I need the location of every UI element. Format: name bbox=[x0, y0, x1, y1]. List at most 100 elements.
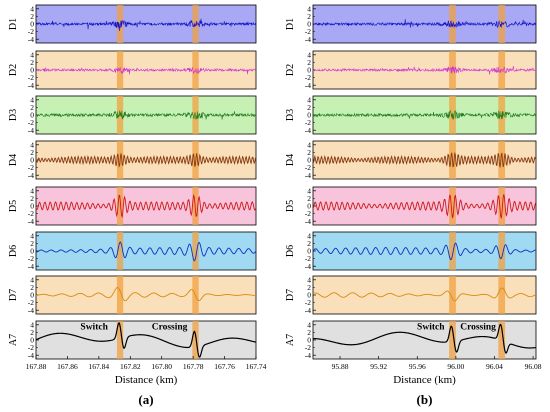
y-tick-label: -2 bbox=[305, 118, 311, 127]
row-d2-b: 4 0 -4-2 2 D2 bbox=[285, 50, 537, 90]
y-tick-label: 4 bbox=[307, 186, 311, 195]
y-tick-label: -4 bbox=[28, 126, 34, 135]
signal-line bbox=[35, 18, 257, 31]
annotation-switch: Switch bbox=[80, 323, 108, 333]
y-tick-label: 4 bbox=[307, 4, 311, 13]
signal-line bbox=[312, 66, 537, 75]
y-tick-label: -4 bbox=[305, 35, 311, 44]
x-tick-label: 167.80 bbox=[151, 362, 172, 371]
y-tick-label: -2 bbox=[28, 298, 34, 307]
highlight-band bbox=[192, 321, 199, 359]
y-tick-label: -4 bbox=[305, 81, 311, 90]
y-tick-label: -2 bbox=[305, 27, 311, 36]
y-tick-label: -4 bbox=[28, 351, 34, 360]
x-tick-label: 167.82 bbox=[120, 362, 141, 371]
y-tick-label: -4 bbox=[305, 126, 311, 135]
highlight-band bbox=[192, 232, 199, 270]
y-tick-label: 4 bbox=[307, 231, 311, 240]
y-tick-label: 4 bbox=[30, 320, 34, 329]
y-tick-label: 4 bbox=[307, 320, 311, 329]
y-tick-label: 0 bbox=[30, 291, 34, 300]
signal-line bbox=[312, 152, 537, 168]
x-tick-label: 96.08 bbox=[525, 362, 542, 371]
row-label: D4 bbox=[8, 154, 19, 166]
annotation-crossing: Crossing bbox=[460, 323, 496, 333]
plot-background bbox=[35, 320, 257, 360]
y-tick-label: -4 bbox=[305, 217, 311, 226]
x-tick-label: 167.76 bbox=[214, 362, 235, 371]
y-tick-label: 2 bbox=[307, 239, 311, 248]
y-tick-label: 2 bbox=[30, 58, 34, 67]
signal-line bbox=[35, 287, 257, 302]
y-tick-label: 2 bbox=[307, 194, 311, 203]
y-tick-label: 0 bbox=[307, 247, 311, 256]
y-tick-label: 2 bbox=[30, 148, 34, 157]
y-tick-label: 0 bbox=[30, 247, 34, 256]
signal-line bbox=[312, 19, 537, 29]
signal-line bbox=[312, 109, 537, 120]
signal-line bbox=[313, 323, 537, 354]
row-a7-a: 4 0 -4-2 2 A7 bbox=[8, 320, 257, 360]
panel-caption: (b) bbox=[417, 392, 433, 407]
row-d5-a: 4 0 -4-2 2 D5 bbox=[8, 186, 257, 226]
y-tick-label: -2 bbox=[305, 298, 311, 307]
y-tick-label: 2 bbox=[30, 283, 34, 292]
row-d3-a: 4 0 -4-2 2 D3 bbox=[8, 95, 257, 135]
highlight-band bbox=[192, 5, 199, 43]
panel-b: 40-4-22D140-4-22D240-4-22D340-4-22D440-4… bbox=[285, 4, 542, 407]
y-tick-label: -4 bbox=[28, 262, 34, 271]
signal-line bbox=[35, 193, 257, 219]
row-label: D1 bbox=[285, 18, 296, 30]
y-tick-label: 2 bbox=[307, 12, 311, 21]
x-tick-label: 96.04 bbox=[486, 362, 503, 371]
row-d3-b: 4 0 -4-2 2 D3 bbox=[285, 95, 537, 135]
y-tick-label: -2 bbox=[28, 254, 34, 263]
highlight-band bbox=[449, 51, 456, 89]
y-tick-label: -2 bbox=[305, 163, 311, 172]
x-tick-label: 167.74 bbox=[246, 362, 267, 371]
y-tick-label: 0 bbox=[307, 111, 311, 120]
y-tick-label: 0 bbox=[307, 336, 311, 345]
y-tick-label: 4 bbox=[30, 186, 34, 195]
y-tick-label: -2 bbox=[28, 343, 34, 352]
highlight-band bbox=[449, 5, 456, 43]
y-tick-label: 4 bbox=[30, 4, 34, 13]
y-tick-label: 2 bbox=[307, 103, 311, 112]
y-tick-label: 4 bbox=[307, 140, 311, 149]
x-tick-label: 167.78 bbox=[183, 362, 204, 371]
highlight-band bbox=[116, 187, 124, 225]
y-tick-label: 2 bbox=[30, 103, 34, 112]
highlight-band bbox=[116, 321, 124, 359]
y-tick-label: 2 bbox=[30, 239, 34, 248]
y-tick-label: 4 bbox=[30, 140, 34, 149]
highlight-band bbox=[498, 321, 506, 359]
signal-line bbox=[312, 194, 537, 220]
signal-line bbox=[36, 241, 257, 262]
y-tick-label: 0 bbox=[307, 291, 311, 300]
x-tick-label: 167.88 bbox=[26, 362, 47, 371]
highlight-band bbox=[498, 187, 506, 225]
signal-line bbox=[312, 287, 537, 302]
row-d6-a: 4 0 -4-2 2 D6 bbox=[8, 231, 257, 271]
row-label: D2 bbox=[285, 64, 296, 76]
x-axis-label: Distance (km) bbox=[393, 374, 456, 386]
row-label: D5 bbox=[8, 200, 19, 212]
row-d7-b: 4 0 -4-2 2 D7 bbox=[285, 275, 537, 315]
y-tick-label: 4 bbox=[30, 231, 34, 240]
y-tick-label: -4 bbox=[28, 171, 34, 180]
x-tick-label: 95.88 bbox=[332, 362, 349, 371]
highlight-band bbox=[116, 276, 124, 314]
row-a7-b: 4 0 -4-2 2 A7 bbox=[285, 320, 537, 360]
y-tick-label: 0 bbox=[30, 156, 34, 165]
row-d7-a: 4 0 -4-2 2 D7 bbox=[8, 275, 257, 315]
y-tick-label: 2 bbox=[307, 283, 311, 292]
row-label: D7 bbox=[285, 289, 296, 301]
x-tick-label: 167.86 bbox=[57, 362, 78, 371]
highlight-band bbox=[449, 232, 456, 270]
x-tick-label: 96.00 bbox=[447, 362, 464, 371]
y-tick-label: 0 bbox=[30, 20, 34, 29]
y-tick-label: 0 bbox=[307, 202, 311, 211]
x-tick-label: 167.84 bbox=[89, 362, 110, 371]
signal-line bbox=[35, 322, 257, 358]
